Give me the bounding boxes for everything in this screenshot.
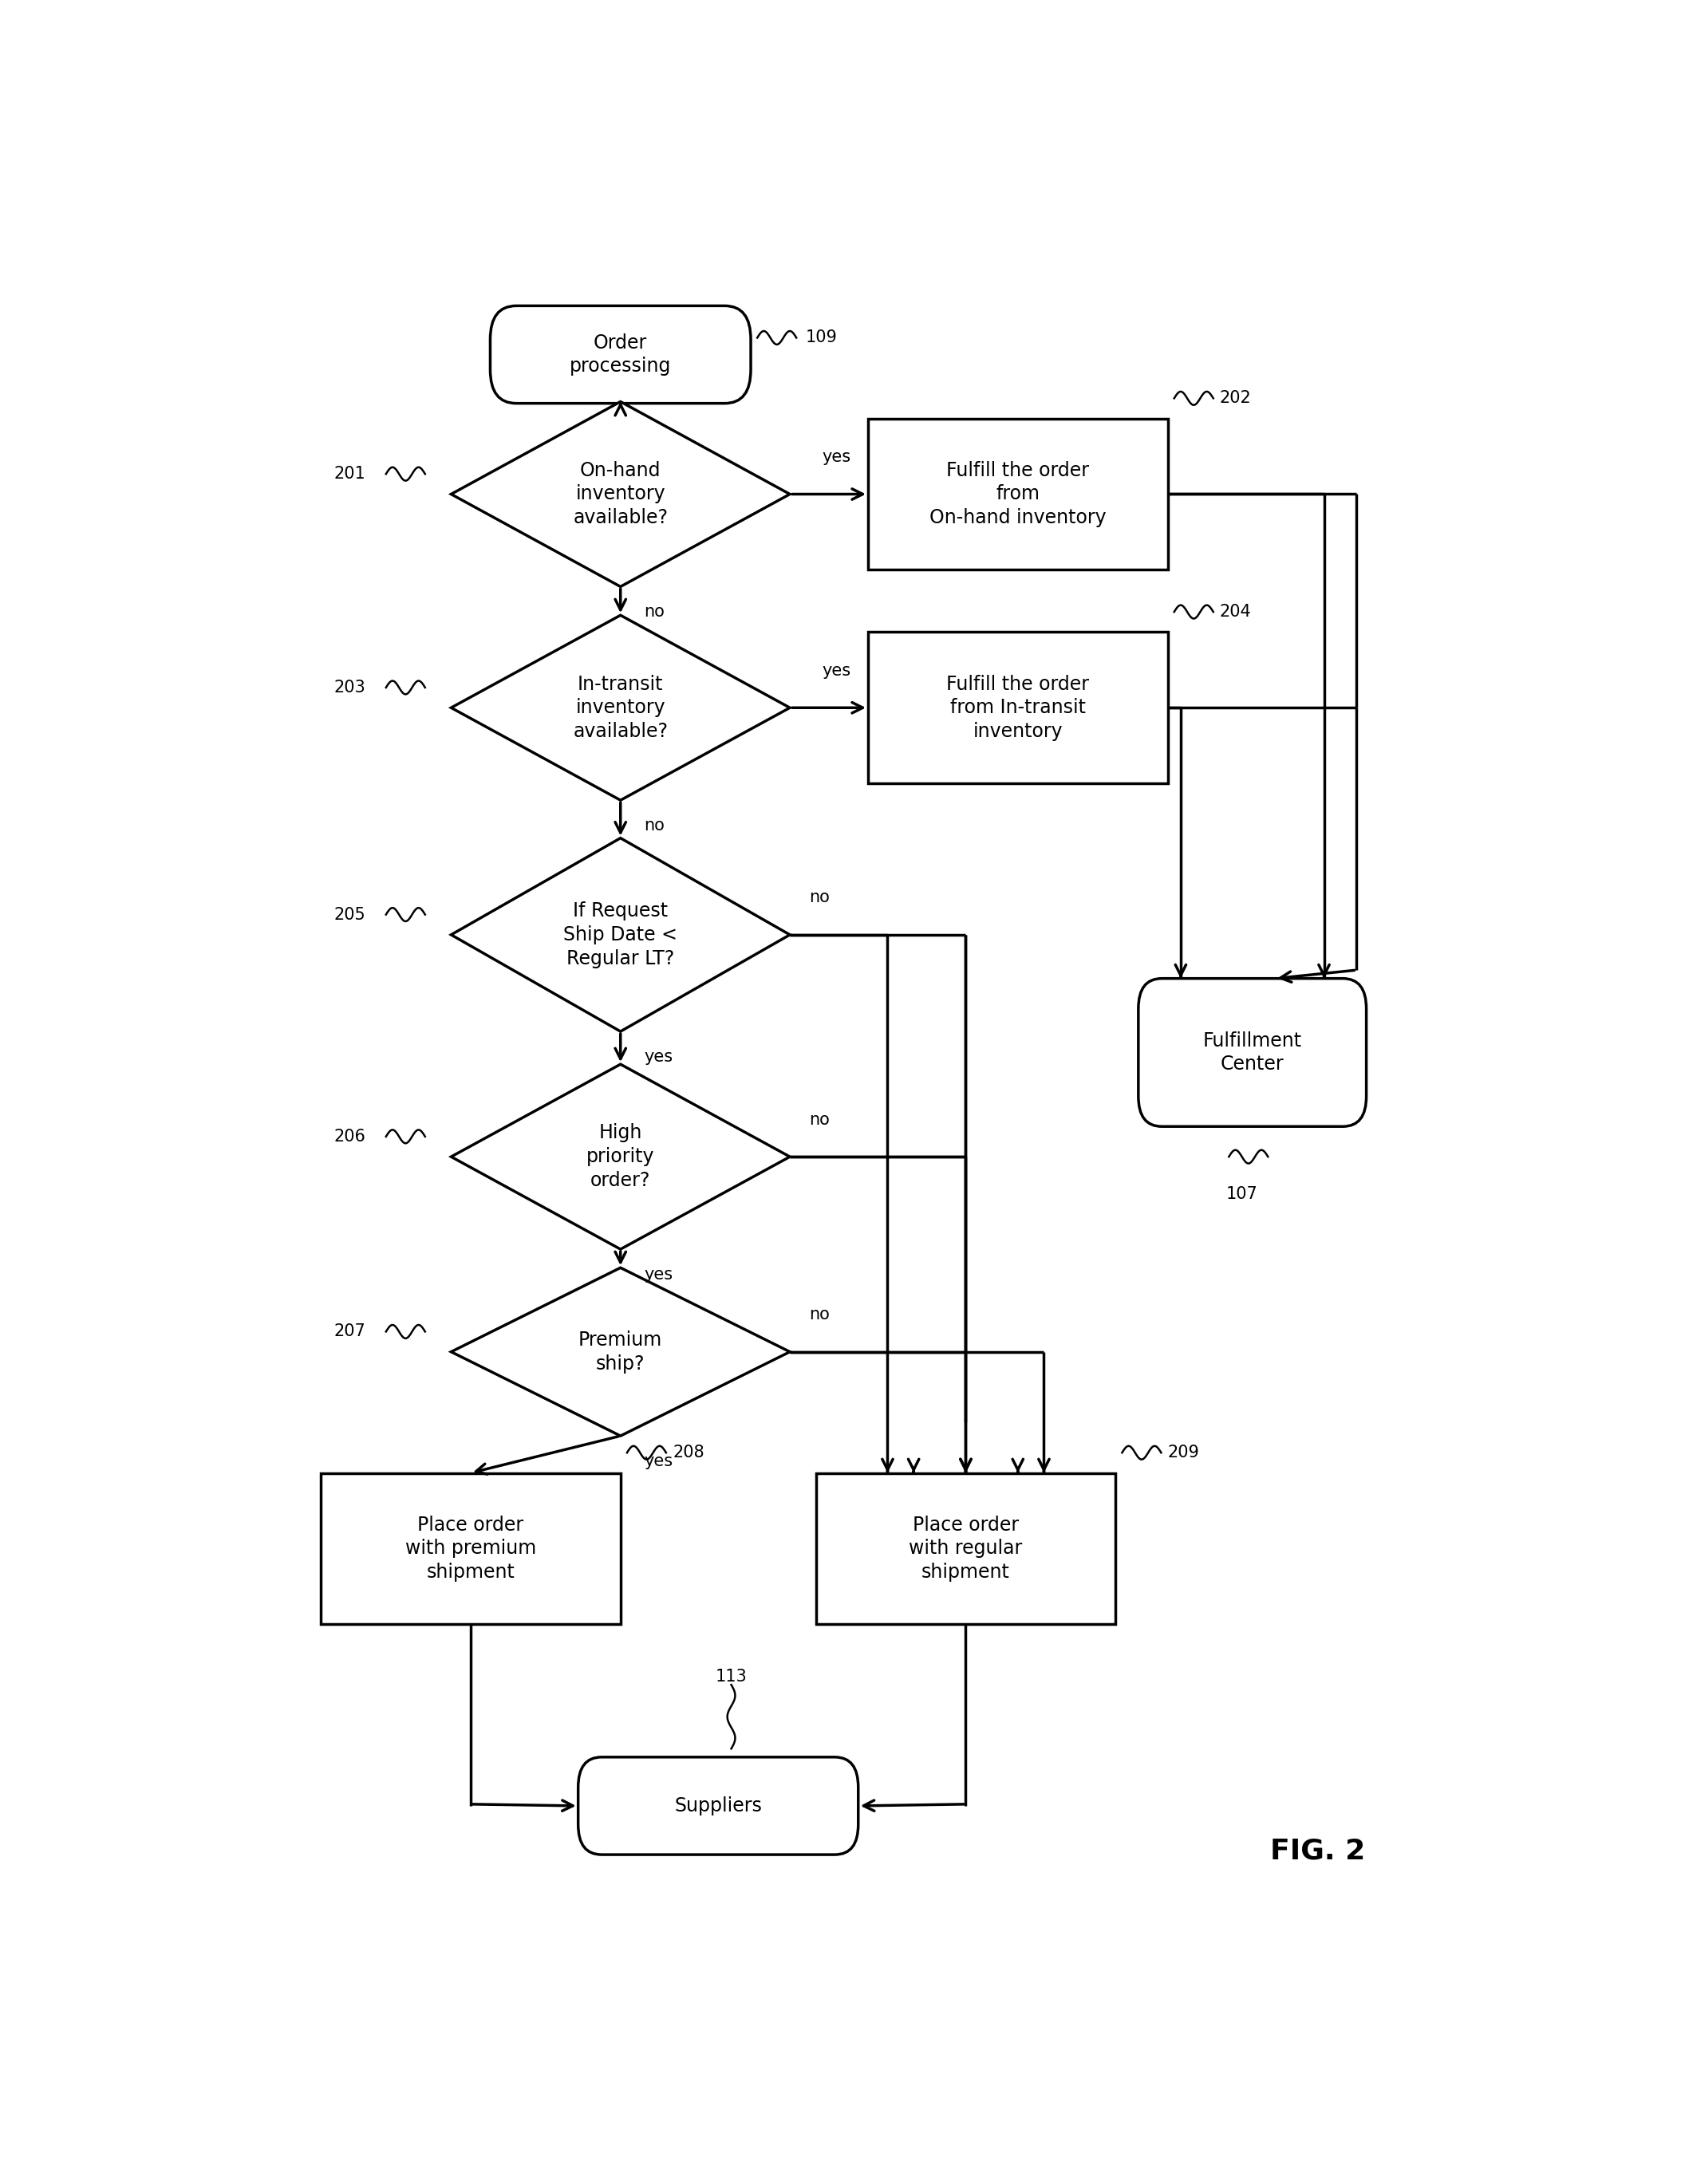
Text: On-hand
inventory
available?: On-hand inventory available?	[573, 461, 667, 526]
Text: Suppliers: Suppliers	[674, 1795, 761, 1815]
Text: Place order
with premium
shipment: Place order with premium shipment	[405, 1516, 536, 1581]
Text: yes: yes	[644, 1048, 672, 1064]
Bar	[867, 419, 1168, 570]
Text: no: no	[644, 605, 664, 620]
Text: High
priority
order?: High priority order?	[587, 1123, 654, 1190]
Text: 209: 209	[1168, 1446, 1200, 1461]
Text: 208: 208	[672, 1446, 704, 1461]
Text: If Request
Ship Date <
Regular LT?: If Request Ship Date < Regular LT?	[563, 902, 677, 968]
Text: 109: 109	[805, 330, 837, 345]
Text: FIG. 2: FIG. 2	[1269, 1837, 1365, 1865]
Polygon shape	[451, 839, 790, 1031]
Text: no: no	[810, 1306, 830, 1324]
Text: 206: 206	[335, 1129, 366, 1144]
Polygon shape	[451, 1267, 790, 1435]
Text: Fulfill the order
from
On-hand inventory: Fulfill the order from On-hand inventory	[930, 461, 1106, 526]
Text: yes: yes	[822, 662, 851, 679]
Text: no: no	[810, 889, 830, 906]
Text: 201: 201	[335, 465, 365, 483]
Bar	[815, 1472, 1116, 1625]
Text: Order
processing: Order processing	[570, 334, 671, 376]
FancyBboxPatch shape	[491, 306, 751, 404]
Text: 113: 113	[716, 1669, 746, 1684]
Text: 207: 207	[335, 1324, 365, 1339]
Text: 205: 205	[335, 906, 365, 922]
Text: 202: 202	[1220, 391, 1251, 406]
Text: yes: yes	[644, 1267, 672, 1282]
Polygon shape	[451, 1064, 790, 1249]
Polygon shape	[451, 616, 790, 799]
Text: no: no	[644, 817, 664, 834]
Text: 204: 204	[1220, 605, 1251, 620]
Text: yes: yes	[644, 1452, 672, 1470]
FancyBboxPatch shape	[1138, 978, 1367, 1127]
Text: In-transit
inventory
available?: In-transit inventory available?	[573, 675, 667, 740]
Text: Place order
with regular
shipment: Place order with regular shipment	[909, 1516, 1022, 1581]
Text: Premium
ship?: Premium ship?	[578, 1330, 662, 1374]
Text: no: no	[810, 1112, 830, 1127]
Text: 203: 203	[335, 679, 365, 695]
Text: Fulfillment
Center: Fulfillment Center	[1204, 1031, 1301, 1075]
Text: yes: yes	[822, 450, 851, 465]
Bar	[867, 631, 1168, 784]
FancyBboxPatch shape	[578, 1758, 859, 1854]
Bar	[321, 1472, 620, 1625]
Text: 107: 107	[1225, 1186, 1257, 1201]
Polygon shape	[451, 402, 790, 587]
Text: Fulfill the order
from In-transit
inventory: Fulfill the order from In-transit invent…	[946, 675, 1089, 740]
